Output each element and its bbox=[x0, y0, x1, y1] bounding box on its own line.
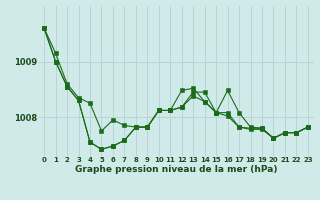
X-axis label: Graphe pression niveau de la mer (hPa): Graphe pression niveau de la mer (hPa) bbox=[75, 165, 277, 174]
